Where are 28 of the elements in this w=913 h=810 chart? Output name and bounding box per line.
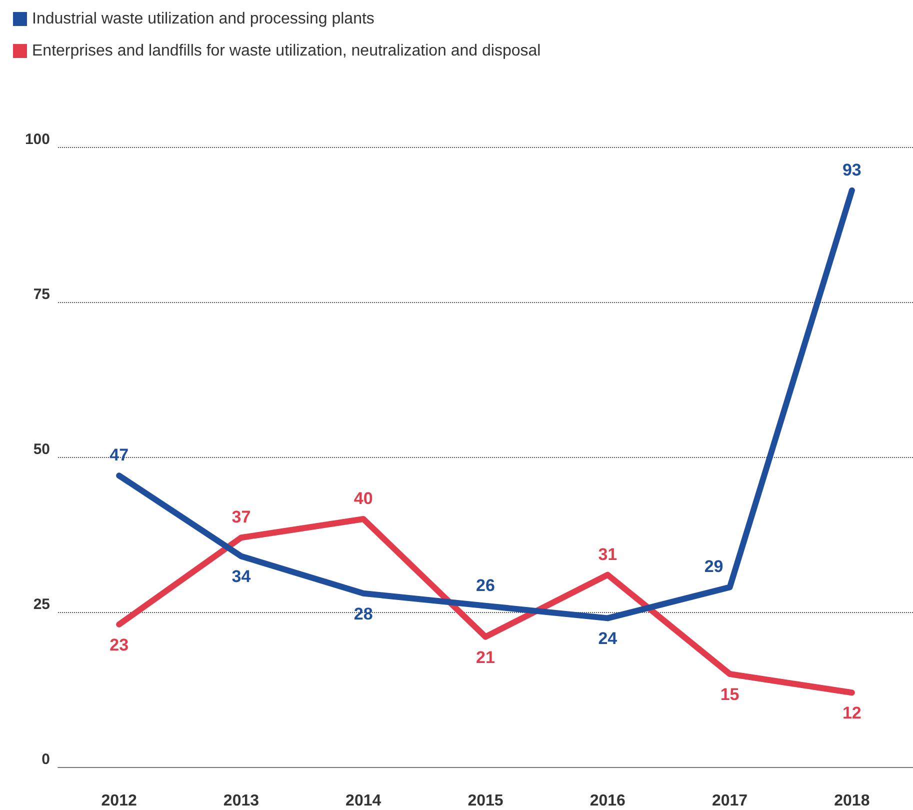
data-label: 21: [476, 648, 495, 667]
x-tick-label: 2014: [346, 792, 382, 810]
y-tick-label: 75: [33, 286, 50, 303]
data-label: 31: [598, 544, 618, 564]
data-label: 12: [842, 704, 862, 723]
data-label: 37: [232, 508, 251, 527]
y-tick-label: 100: [24, 131, 50, 148]
data-label: 24: [598, 629, 618, 648]
x-tick-label: 2015: [468, 792, 504, 810]
legend-label: Industrial waste utilization and processing plants: [32, 10, 374, 28]
x-tick-label: 2012: [101, 792, 137, 810]
data-label: 28: [354, 604, 373, 624]
data-label: 40: [354, 489, 373, 508]
x-tick-label: 2016: [590, 792, 626, 810]
data-label: 34: [232, 567, 252, 586]
y-tick-label: 0: [42, 751, 50, 768]
x-tick-label: 2018: [834, 792, 870, 810]
data-label: 15: [720, 685, 740, 704]
data-label: 47: [110, 446, 129, 465]
x-tick-label: 2013: [223, 792, 260, 810]
data-label: 26: [476, 576, 495, 595]
data-label: 29: [704, 557, 724, 576]
y-tick-label: 50: [33, 441, 50, 458]
x-tick-label: 2017: [712, 792, 748, 810]
legend-label: Enterprises and landfills for waste utilization, neutralization and disposal: [32, 42, 541, 60]
y-tick-label: 25: [33, 596, 50, 613]
data-label: 23: [110, 635, 129, 654]
data-label: 93: [842, 160, 862, 180]
